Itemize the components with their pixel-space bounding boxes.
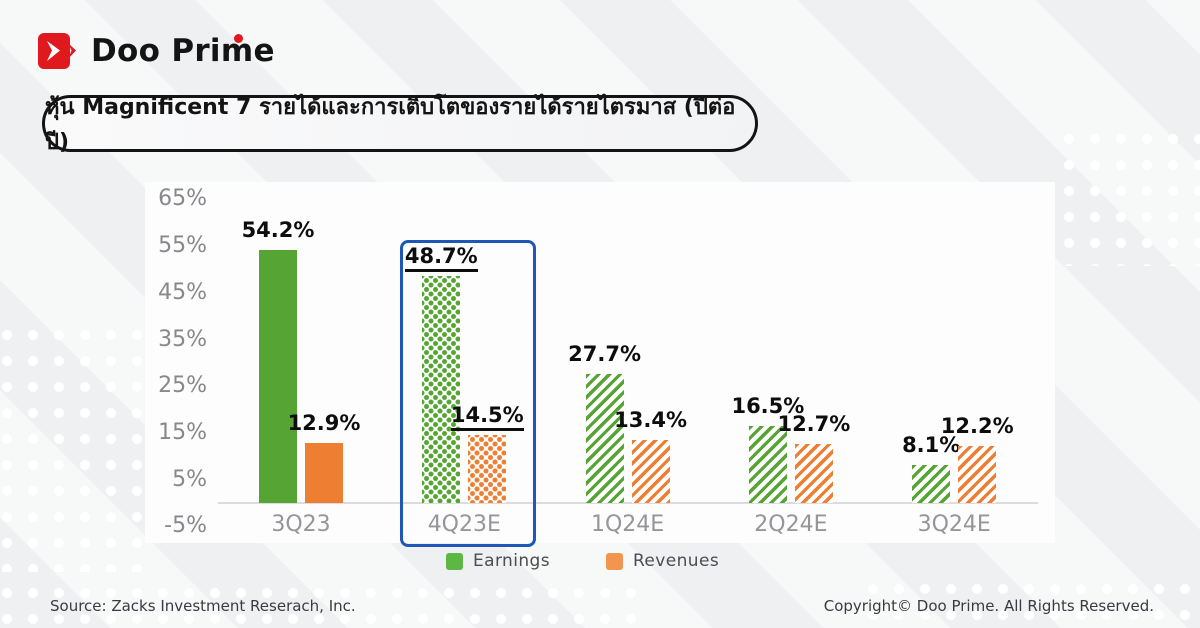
dot-pattern-bottom-right (860, 576, 1200, 628)
chart-legend: Earnings Revenues (446, 551, 719, 571)
revenues-bar-3Q24E (958, 446, 997, 503)
value-text: 12.2% (940, 414, 1014, 439)
earnings-value-label: 27.7% (557, 341, 653, 368)
earnings-value-label: 54.2% (230, 217, 326, 244)
dot-pattern-right (1056, 126, 1200, 266)
y-axis-tick: 25% (158, 373, 207, 399)
dot-pattern-left (0, 322, 144, 572)
highlight-box-4Q23E (400, 239, 537, 547)
x-axis-label-3Q24E: 3Q24E (917, 512, 991, 537)
legend-label: Revenues (632, 551, 720, 571)
value-text: 12.7% (777, 411, 851, 436)
logo-text: Doo Prime (91, 33, 275, 69)
dot-pattern-bottom-left (0, 580, 644, 628)
x-axis-label-2Q24E: 2Q24E (754, 512, 828, 537)
value-text: 48.7% (404, 243, 478, 272)
revenues-bar-4Q23E (468, 435, 507, 503)
x-axis-label-1Q24E: 1Q24E (590, 512, 665, 537)
y-axis-tick: 45% (158, 279, 207, 305)
y-axis-tick: 15% (158, 419, 207, 445)
legend-swatch-revenues (605, 552, 623, 570)
earnings-bar-2Q24E (748, 425, 787, 503)
earnings-bar-1Q24E (585, 373, 624, 503)
revenues-value-label: 12.7% (766, 411, 862, 438)
y-axis-tick: 5% (172, 466, 207, 492)
value-text: 12.9% (287, 410, 361, 435)
copyright-note: Copyright© Doo Prime. All Rights Reserve… (823, 597, 1154, 615)
source-note: Source: Zacks Investment Reserach, Inc. (50, 597, 356, 615)
revenues-value-label: 13.4% (603, 407, 699, 434)
value-text: 54.2% (241, 217, 315, 242)
y-axis-tick: 35% (158, 326, 207, 352)
y-axis-tick: 55% (158, 233, 207, 259)
doo-prime-logo-icon (38, 33, 76, 69)
value-text: 16.5% (731, 393, 805, 418)
revenues-bar-1Q24E (631, 440, 670, 503)
legend-item-earnings: Earnings (446, 551, 550, 571)
revenues-value-label: 12.2% (929, 413, 1025, 440)
doo-prime-logo: Doo Prime (38, 30, 275, 72)
legend-label: Earnings (473, 551, 550, 571)
logo-i-dot (234, 34, 243, 43)
y-axis-tick: -5% (164, 513, 207, 539)
earnings-bar-4Q23E (422, 275, 461, 503)
chart-title-banner: หุ้น Magnificent 7 รายได้และการเติบโตของ… (42, 95, 758, 155)
revenues-value-label: 12.9% (276, 410, 372, 437)
chart-title: หุ้น Magnificent 7 รายได้และการเติบโตของ… (45, 94, 736, 155)
earnings-value-label: 8.1% (883, 432, 979, 459)
revenues-bar-2Q24E (794, 443, 833, 503)
value-text: 14.5% (450, 403, 524, 432)
legend-swatch-earnings (446, 552, 463, 570)
value-text: 27.7% (568, 341, 642, 366)
y-axis-tick: 65% (158, 186, 207, 212)
value-text: 13.4% (614, 408, 688, 433)
x-axis-line (218, 502, 1038, 504)
chart-panel: 65% 55% 45% 35% 25% 15% 5% -5% 54.2% 12.9% 3Q23 48.… (145, 182, 1055, 547)
revenues-bar-3Q23 (305, 442, 343, 503)
earnings-bar-3Q23 (259, 249, 297, 503)
value-text: 8.1% (902, 433, 961, 458)
earnings-value-label: 16.5% (720, 393, 816, 420)
x-axis-label-4Q23E: 4Q23E (427, 512, 501, 537)
legend-item-revenues: Revenues (605, 551, 720, 571)
earnings-value-label: 48.7% (393, 243, 489, 272)
x-axis-label-3Q23: 3Q23 (271, 512, 331, 537)
revenues-value-label: 14.5% (439, 402, 535, 432)
earnings-bar-3Q24E (912, 465, 951, 503)
